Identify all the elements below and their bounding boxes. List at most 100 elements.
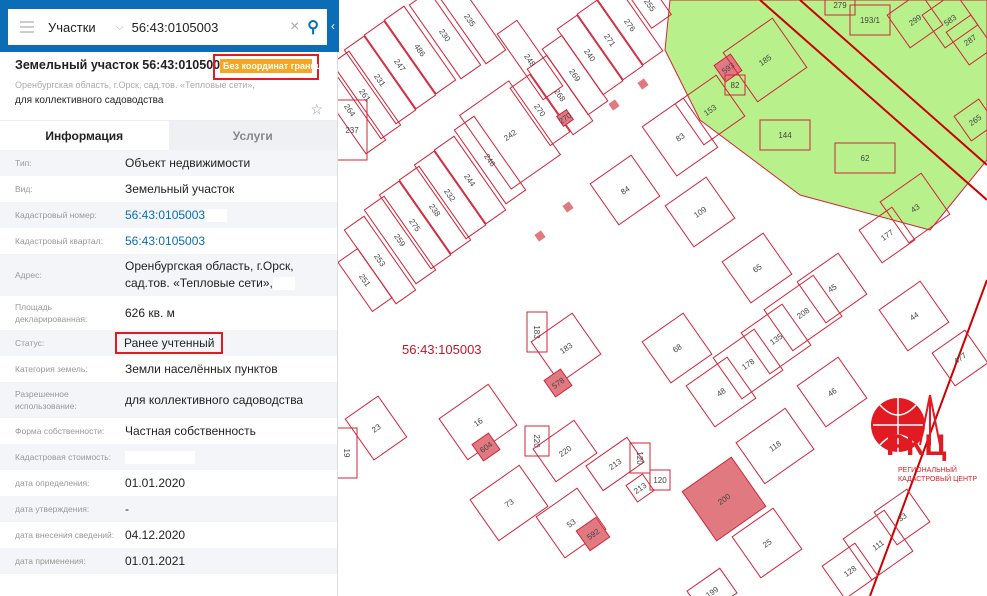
row-value[interactable]: 56:43:0105003 xyxy=(125,207,337,224)
parcel-outline xyxy=(953,98,987,142)
parcel[interactable]: 232 xyxy=(413,150,487,240)
parcel-outline xyxy=(759,119,811,151)
parcel-outline xyxy=(724,74,746,96)
parcel-label: 276 xyxy=(622,17,637,34)
tab-services[interactable]: Услуги xyxy=(168,121,337,150)
parcel[interactable]: 246 xyxy=(453,115,527,205)
no-boundaries-badge: Без координат границ xyxy=(213,54,321,80)
parcel[interactable]: 120 xyxy=(629,442,651,474)
parcel[interactable]: 183 xyxy=(530,312,602,384)
parcel[interactable]: 259 xyxy=(363,195,437,285)
parcel[interactable]: 275 xyxy=(378,180,452,270)
row-label: Кадастровый номер: xyxy=(15,210,97,220)
parcel[interactable]: 253 xyxy=(343,215,417,305)
parcel-outline xyxy=(378,180,452,270)
parcel-outline xyxy=(509,73,571,147)
parcel-outline xyxy=(575,516,611,552)
parcel[interactable]: 46 xyxy=(796,356,868,428)
parcel[interactable]: 199 xyxy=(686,567,738,596)
parcel-outline xyxy=(589,154,661,226)
parcel-label: 84 xyxy=(619,184,632,197)
parcel[interactable]: 144 xyxy=(759,119,811,151)
parcel[interactable]: 82 xyxy=(724,74,746,96)
parcel-label: 83 xyxy=(674,131,687,144)
parcel-label: 46 xyxy=(826,386,839,399)
row-value[interactable]: 56:43:0105003 xyxy=(125,233,206,248)
parcel[interactable]: 269 xyxy=(541,34,609,116)
search-icon[interactable]: ⚲ xyxy=(307,19,319,36)
parcel[interactable]: 477 xyxy=(931,329,987,387)
parcel[interactable]: 183 xyxy=(526,311,548,353)
parcel[interactable]: 84 xyxy=(589,154,661,226)
parcel[interactable]: 62 xyxy=(834,142,896,174)
info-row: Разрешенное использование: для коллективн… xyxy=(0,382,337,418)
parcel[interactable]: 244 xyxy=(433,135,507,225)
row-label: Форма собственности: xyxy=(15,426,105,436)
parcel[interactable]: 120 xyxy=(649,469,671,491)
tab-info[interactable]: Информация xyxy=(0,121,169,150)
parcel[interactable]: 65 xyxy=(721,232,793,304)
collapse-panel-button[interactable]: ‹ xyxy=(327,0,339,52)
parcel[interactable]: 261 xyxy=(328,50,402,140)
parcel-label: 120 xyxy=(653,476,667,485)
row-value: 01.01.2020 xyxy=(125,475,186,490)
parcel-outline xyxy=(824,0,856,16)
parcel-outline xyxy=(526,54,594,136)
parcel-label: 19 xyxy=(342,449,351,458)
parcel[interactable]: 73 xyxy=(469,464,549,542)
info-row: Кадастровая стоимость: xyxy=(0,444,337,470)
parcel[interactable]: 279 xyxy=(824,0,856,16)
parcel[interactable]: 240 xyxy=(556,14,624,96)
building-marker xyxy=(562,201,574,213)
parcel[interactable]: 19 xyxy=(336,427,358,479)
clear-icon[interactable]: × xyxy=(289,18,300,35)
layer-select[interactable]: Участки xyxy=(48,19,96,35)
parcel-label: 244 xyxy=(462,172,477,189)
parcel[interactable]: 248 xyxy=(496,19,564,101)
parcel-outline xyxy=(712,328,784,400)
parcel-label: 16 xyxy=(472,416,485,429)
parcel-outline xyxy=(681,456,767,542)
parcel[interactable]: 118 xyxy=(735,407,815,485)
chevron-down-icon[interactable]: ⌵ xyxy=(116,21,124,33)
parcel[interactable]: 200 xyxy=(681,456,767,542)
row-value: 01.01.2021 xyxy=(125,553,186,568)
parcel-label: 25 xyxy=(761,537,774,550)
parcel-label: 118 xyxy=(767,439,783,454)
parcel[interactable]: 604 xyxy=(471,432,501,462)
info-row: Кадастровый номер: 56:43:0105003 xyxy=(0,202,337,228)
parcel[interactable]: 109 xyxy=(664,176,736,248)
parcel-outline xyxy=(398,165,472,255)
parcel[interactable]: 128 xyxy=(821,542,879,596)
svg-text:КАДАСТРОВЫЙ ЦЕНТР: КАДАСТРОВЫЙ ЦЕНТР xyxy=(898,474,977,483)
favorite-star-icon[interactable]: ☆ xyxy=(310,101,323,117)
info-row: Площадь декларированная: 626 кв. м xyxy=(0,296,337,330)
parcel[interactable]: 44 xyxy=(878,280,950,352)
parcel[interactable]: 270 xyxy=(555,108,575,128)
parcel-outline xyxy=(496,19,564,101)
search-input[interactable]: 56:43:0105003 xyxy=(131,19,219,35)
parcel-outline xyxy=(921,0,979,49)
parcel[interactable]: 270 xyxy=(509,73,571,147)
parcel[interactable]: 220 xyxy=(524,425,550,457)
parcel[interactable]: 68 xyxy=(641,312,713,384)
parcel-outline xyxy=(641,97,719,177)
parcel[interactable]: 247 xyxy=(363,20,437,110)
parcel-label: 208 xyxy=(795,306,812,321)
parcel[interactable]: 592 xyxy=(575,516,611,552)
building-marker xyxy=(608,99,620,111)
parcel[interactable]: 578 xyxy=(543,368,573,398)
menu-icon[interactable] xyxy=(20,21,34,33)
parcel[interactable]: 220 xyxy=(532,419,598,483)
parcel-outline xyxy=(458,80,562,190)
row-label: Адрес: xyxy=(15,270,42,280)
parcel-label: 177 xyxy=(879,228,896,243)
parcel-label: 268 xyxy=(552,87,567,104)
row-value: 626 кв. м xyxy=(125,305,175,320)
parcel[interactable]: 271 xyxy=(576,0,644,81)
parcel-outline xyxy=(363,195,437,285)
parcel-label: 235 xyxy=(462,12,477,29)
parcel[interactable]: 238 xyxy=(398,165,472,255)
parcel-outline xyxy=(526,311,548,353)
